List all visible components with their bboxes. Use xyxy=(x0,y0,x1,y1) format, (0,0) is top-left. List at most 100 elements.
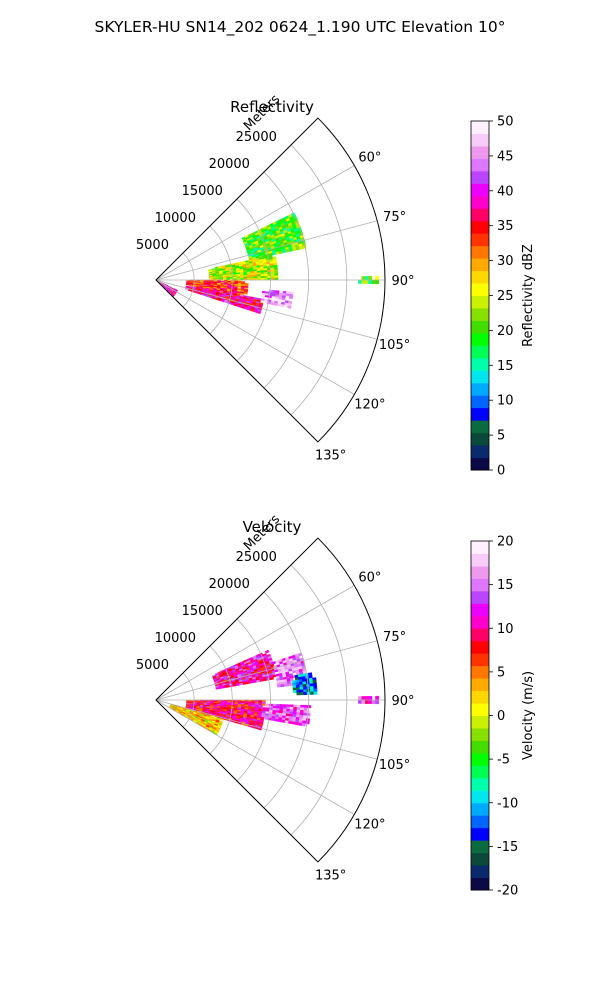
colorbar-tick-label: 35 xyxy=(497,219,514,234)
colorbar-swatch xyxy=(471,665,489,679)
echo-cell xyxy=(291,721,296,725)
theta-tick-label: 120° xyxy=(354,398,385,413)
theta-tick-label: 135° xyxy=(315,449,346,464)
colorbar-swatch xyxy=(471,852,489,866)
colorbar-tick-label: 25 xyxy=(497,289,514,304)
echo-cell xyxy=(375,279,380,285)
echo-cell xyxy=(274,273,279,277)
echo-cell xyxy=(375,275,380,281)
echo-cell xyxy=(303,707,308,711)
echo-cell xyxy=(368,279,373,284)
echo-cell xyxy=(264,275,269,279)
echo-cell xyxy=(358,279,362,284)
theta-tick-label: 105° xyxy=(379,758,410,773)
colorbar-tick-label: 30 xyxy=(497,254,514,269)
r-tick-label: 10000 xyxy=(155,631,196,646)
colorbar-label: Velocity (m/s) xyxy=(521,671,536,760)
colorbar-tick-label: 5 xyxy=(497,665,505,680)
colorbar-swatch xyxy=(471,420,489,434)
colorbar-swatch xyxy=(471,827,489,841)
echo-cell xyxy=(375,695,380,701)
colorbar-swatch xyxy=(471,603,489,617)
echo-cell xyxy=(261,714,266,718)
echo-region xyxy=(184,285,265,315)
echo-cell xyxy=(364,696,369,701)
angular-gridline xyxy=(155,165,355,281)
colorbar-tick-label: -20 xyxy=(497,884,518,899)
echo-cell xyxy=(303,691,308,696)
echo-cell xyxy=(309,686,314,690)
colorbar-swatch xyxy=(471,233,489,247)
colorbar-swatch xyxy=(471,802,489,816)
colorbar-swatch xyxy=(471,295,489,309)
colorbar-swatch xyxy=(471,790,489,804)
echo-cell xyxy=(312,682,318,687)
colorbar-swatch xyxy=(471,553,489,567)
colorbar-swatch xyxy=(471,703,489,716)
echo-cell xyxy=(309,683,314,687)
r-tick-label: 25000 xyxy=(236,550,277,565)
angular-gridline xyxy=(155,585,355,701)
colorbar-tick-label: 0 xyxy=(497,709,505,724)
echo-cell xyxy=(256,310,262,315)
colorbar-tick-label: 50 xyxy=(497,115,514,130)
colorbar-tick-label: 45 xyxy=(497,149,514,164)
echo-cell xyxy=(302,686,307,690)
sector-frame xyxy=(155,117,386,443)
colorbar-swatch xyxy=(471,245,489,259)
r-tick-label: 5000 xyxy=(136,658,169,673)
echo-cell xyxy=(364,699,369,704)
colorbar-swatch xyxy=(471,370,489,384)
echo-cell xyxy=(283,704,288,708)
velocity-colorbar: -20 -15 -10 -5 0 5 10 15 20 Velocity (m/s) xyxy=(470,535,536,899)
colorbar-swatch xyxy=(471,382,489,396)
colorbar-swatch xyxy=(471,220,489,234)
colorbar-swatch xyxy=(471,678,489,692)
echo-cell xyxy=(361,279,366,284)
echo-cell xyxy=(274,275,279,279)
echo-cell xyxy=(292,687,297,691)
echo-cell xyxy=(361,699,366,704)
echo-cell xyxy=(358,696,362,701)
colorbar-swatch xyxy=(471,690,489,704)
colorbar-swatch xyxy=(471,357,489,371)
colorbar-tick-label: -15 xyxy=(497,840,518,855)
echo-region xyxy=(261,703,312,727)
reflectivity-panel: Reflectivity 500010000150002000025000Met… xyxy=(136,92,536,479)
echo-cell xyxy=(307,705,312,709)
echo-cell xyxy=(243,292,248,295)
echo-cell xyxy=(283,683,288,687)
echo-cell xyxy=(309,688,315,693)
echo-cell xyxy=(301,722,306,727)
colorbar-tick-label: 0 xyxy=(497,464,505,479)
colorbar-swatch xyxy=(471,258,489,272)
echo-cell xyxy=(262,678,268,682)
theta-tick-label: 120° xyxy=(354,818,385,833)
angular-gridline xyxy=(155,699,378,760)
echo-cell xyxy=(300,704,305,708)
echo-cell xyxy=(219,718,224,721)
theta-tick-label: 60° xyxy=(358,151,381,166)
reflectivity-axes: 500010000150002000025000Meters60°75°90°1… xyxy=(136,92,415,464)
echo-cell xyxy=(364,276,369,281)
echo-cell xyxy=(260,276,265,279)
echo-cell xyxy=(368,276,373,281)
echo-cell xyxy=(299,692,304,696)
r-tick-label: 20000 xyxy=(209,577,250,592)
theta-tick-label: 135° xyxy=(315,869,346,884)
colorbar-label: Reflectivity dBZ xyxy=(521,244,536,347)
colorbar-swatch xyxy=(471,615,489,629)
reflectivity-colorbar: 0 5 10 15 20 25 30 35 40 45 50 Reflectivity dBZ xyxy=(470,115,536,479)
echo-cell xyxy=(300,707,305,711)
echo-cell xyxy=(259,678,264,682)
echo-cell xyxy=(269,676,274,681)
echo-cell xyxy=(296,689,301,693)
r-tick-label: 15000 xyxy=(182,604,223,619)
colorbar-tick-label: 10 xyxy=(497,622,514,637)
colorbar-swatch xyxy=(471,640,489,654)
colorbar-swatch xyxy=(471,407,489,421)
colorbar-tick-label: 40 xyxy=(497,184,514,199)
echo-region xyxy=(208,255,279,281)
echo-cell xyxy=(277,684,282,688)
echo-cell xyxy=(263,300,268,304)
